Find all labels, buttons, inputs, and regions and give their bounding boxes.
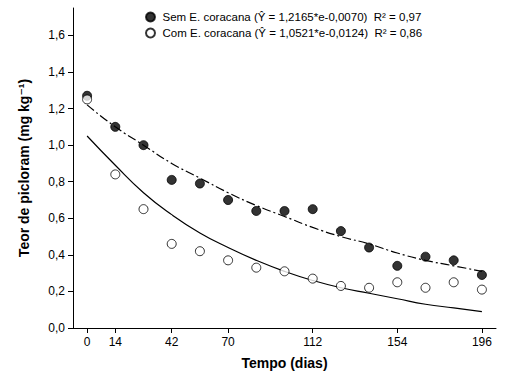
svg-text:0: 0 xyxy=(84,335,91,349)
svg-text:154: 154 xyxy=(387,335,407,349)
svg-text:0,8: 0,8 xyxy=(48,175,65,189)
svg-text:0,4: 0,4 xyxy=(48,248,65,262)
svg-text:0,0: 0,0 xyxy=(48,321,65,335)
svg-text:Com E. coracana (Ŷ = 1,0521*e-: Com E. coracana (Ŷ = 1,0521*e-0,0124) R²… xyxy=(163,27,423,39)
svg-text:1,2: 1,2 xyxy=(48,102,65,116)
svg-text:70: 70 xyxy=(221,335,235,349)
svg-text:1,6: 1,6 xyxy=(48,28,65,42)
svg-text:0,6: 0,6 xyxy=(48,211,65,225)
svg-text:14: 14 xyxy=(109,335,123,349)
svg-text:196: 196 xyxy=(472,335,492,349)
svg-text:Tempo (dias): Tempo (dias) xyxy=(241,355,327,371)
svg-text:112: 112 xyxy=(303,335,322,349)
svg-text:1,4: 1,4 xyxy=(48,65,65,79)
svg-text:0,2: 0,2 xyxy=(48,284,65,298)
svg-text:Sem E. coracana (Ŷ = 1,2165*e-: Sem E. coracana (Ŷ = 1,2165*e-0,0070) R²… xyxy=(163,11,422,23)
svg-text:Teor de picloram (mg kg⁻¹): Teor de picloram (mg kg⁻¹) xyxy=(16,79,32,257)
svg-text:42: 42 xyxy=(165,335,179,349)
svg-text:1,0: 1,0 xyxy=(48,138,65,152)
